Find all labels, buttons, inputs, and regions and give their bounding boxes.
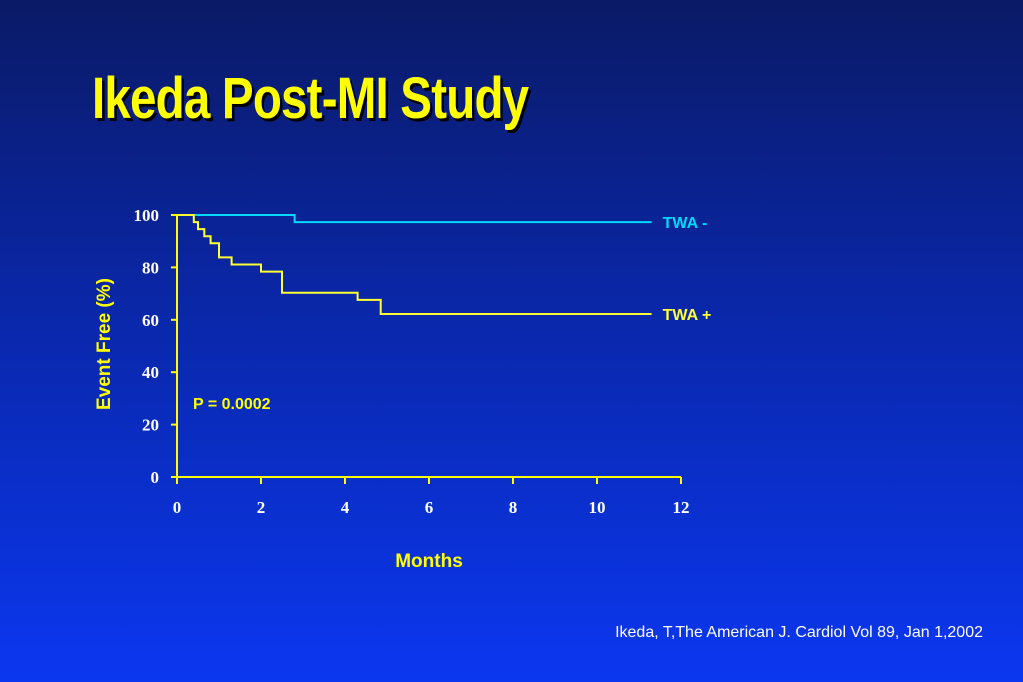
p-value-annotation: P = 0.0002 — [193, 396, 271, 413]
x-tick-label: 10 — [589, 498, 606, 517]
x-tick-label: 2 — [257, 498, 266, 517]
y-axis-label: Event Free (%) — [94, 278, 115, 410]
series-twa-negative-line — [177, 214, 652, 224]
citation: Ikeda, T,The American J. Cardiol Vol 89,… — [615, 624, 983, 641]
x-tick-label: 12 — [673, 498, 690, 517]
y-tick-label: 100 — [134, 206, 160, 225]
slide-title: Ikeda Post-MI Study — [92, 66, 529, 131]
series-twa-positive-line — [177, 214, 652, 315]
y-tick-label: 40 — [142, 363, 159, 382]
y-tick-label: 60 — [142, 311, 159, 330]
y-tick-label: 80 — [142, 258, 159, 277]
x-tick-label: 4 — [341, 498, 350, 517]
x-axis-label: Months — [395, 551, 463, 572]
series-twa-positive-label: TWA + — [663, 307, 712, 324]
series-twa-negative-label: TWA - — [663, 215, 708, 232]
x-tick-label: 6 — [425, 498, 434, 517]
x-tick-label: 8 — [509, 498, 518, 517]
x-tick-label: 0 — [173, 498, 182, 517]
y-tick-label: 0 — [151, 468, 160, 487]
y-tick-label: 20 — [142, 416, 159, 435]
